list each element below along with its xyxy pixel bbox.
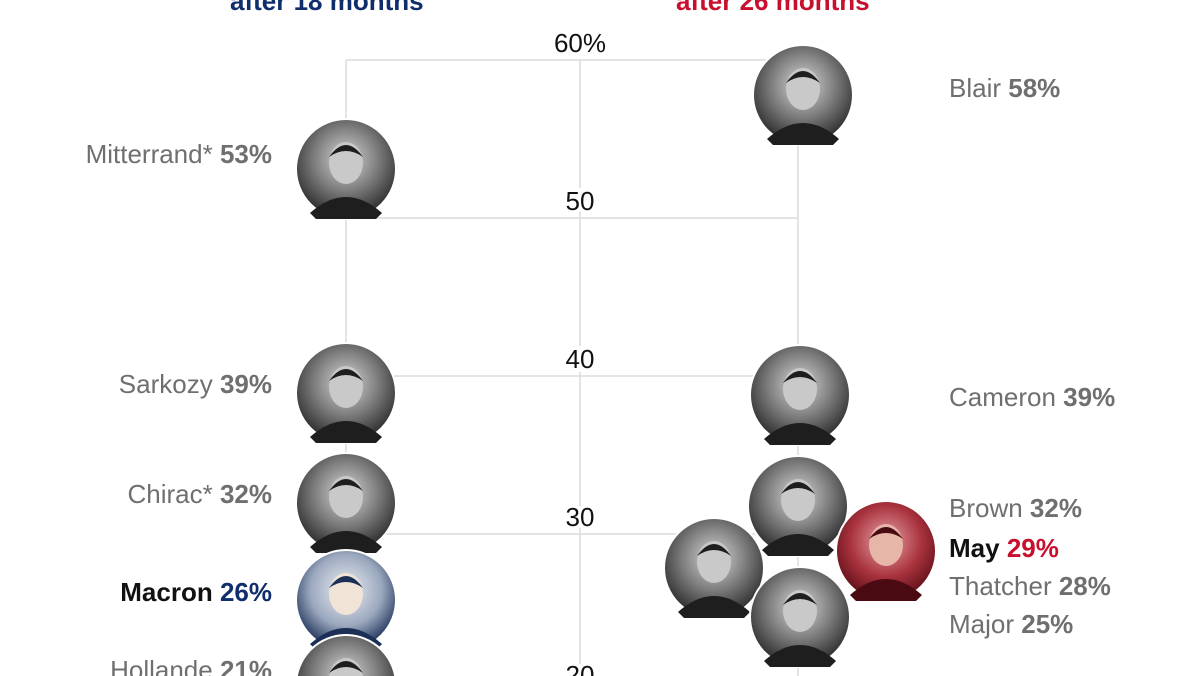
leader-name: Hollande [110,655,220,676]
portrait-shoulders [762,534,834,556]
label-sarkozy: Sarkozy 39% [119,369,272,399]
portrait-shoulders [850,579,922,601]
portrait-hair [869,527,903,539]
label-blair: Blair 58% [949,73,1060,103]
right-column-header: after 26 months [676,0,870,16]
portrait-hair [781,482,815,494]
portrait-hair [697,544,731,556]
axis-layer: 20 30 40 50 60% [550,24,610,676]
leader-name: Thatcher [949,571,1059,601]
label-macron: Macron 26% [120,577,272,607]
leader-value: 26% [219,577,272,607]
leader-value: 28% [1058,571,1111,601]
label-mitterrand: Mitterrand* 53% [86,139,272,169]
leader-value: 58% [1008,73,1061,103]
portrait-may [835,500,937,602]
leader-name: Major [949,609,1022,639]
portrait-shoulders [767,123,839,145]
portrait-shoulders [764,645,836,667]
label-brown: Brown 32% [949,493,1082,523]
leader-name: Sarkozy [118,369,220,399]
left-column-header: after 18 months [230,0,424,16]
portrait-hair [329,369,363,381]
portrait-chirac [295,452,397,554]
leader-name: May [949,533,1007,563]
leader-name: Blair [949,73,1009,103]
label-cameron: Cameron 39% [949,382,1115,412]
portrait-shoulders [764,423,836,445]
portrait-shoulders [678,596,750,618]
leader-value: 39% [1063,382,1116,412]
y-tick-label: 30 [566,502,595,532]
leader-name: Macron [120,577,220,607]
portrait-hair [329,661,363,673]
leader-name: Mitterrand* [85,139,220,169]
leader-value: 32% [219,479,272,509]
y-tick-label: 60% [554,28,606,58]
portrait-hair [783,371,817,383]
y-tick-label: 40 [566,344,595,374]
y-tick-label: 50 [566,186,595,216]
portrait-shoulders [310,421,382,443]
label-major: Major 25% [949,609,1073,639]
portrait-thatcher [663,517,765,619]
portrait-blair [752,44,854,146]
leader-name: Brown [949,493,1030,523]
label-may: May 29% [949,533,1059,563]
leader-value: 39% [219,369,272,399]
label-thatcher: Thatcher 28% [949,571,1111,601]
portrait-hair [783,593,817,605]
portrait-circle [295,634,397,676]
portrait-cameron [749,344,851,446]
leader-value: 25% [1021,609,1074,639]
portrait-layer [295,44,937,676]
leader-value: 32% [1029,493,1082,523]
label-chirac: Chirac* 32% [127,479,272,509]
leader-value: 29% [1006,533,1059,563]
portrait-head [329,658,363,676]
label-hollande: Hollande 21% [110,655,272,676]
portrait-hair [786,71,820,83]
portrait-brown [747,455,849,557]
portrait-major [749,566,851,668]
portrait-sarkozy [295,342,397,444]
leader-name: Cameron [949,382,1064,412]
leader-value: 53% [219,139,272,169]
portrait-hair [329,145,363,157]
portrait-mitterrand [295,118,397,220]
portrait-hair [329,576,363,588]
portrait-shoulders [310,531,382,553]
y-tick-label: 20 [566,660,595,676]
leader-value: 21% [219,655,272,676]
leader-name: Chirac* [127,479,220,509]
portrait-hollande [295,634,397,676]
portrait-shoulders [310,197,382,219]
portrait-hair [329,479,363,491]
